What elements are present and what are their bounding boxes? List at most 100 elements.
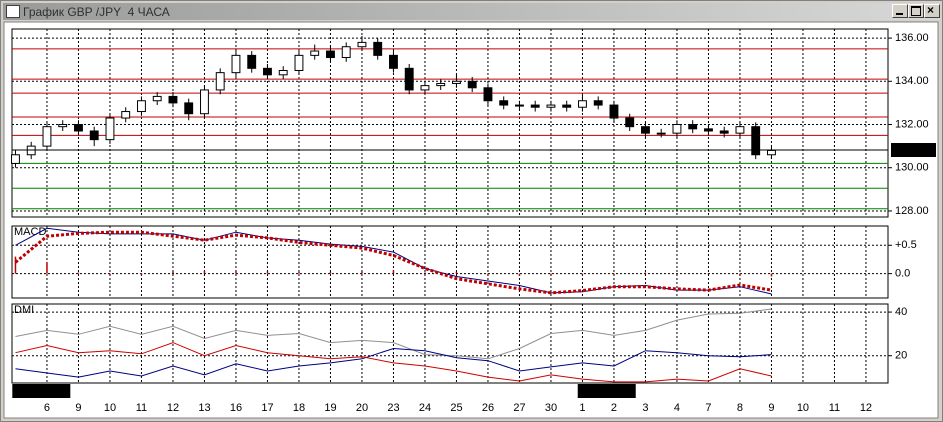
candle-body — [341, 46, 351, 59]
x-tick-label: 18 — [293, 402, 305, 414]
x-tick-label: 3 — [642, 402, 648, 414]
x-tick-label: 12 — [167, 402, 179, 414]
x-tick-label: 8 — [737, 402, 743, 414]
histogram-bar — [644, 272, 647, 274]
candle-body — [515, 104, 524, 107]
histogram-bar — [487, 273, 489, 276]
histogram-bar — [392, 270, 395, 274]
candle-body — [121, 111, 131, 119]
histogram-bar — [361, 271, 363, 274]
last-price-box — [891, 143, 936, 158]
x-tick-label: 20 — [356, 402, 368, 414]
x-tick-label: 9 — [75, 402, 81, 414]
minimize-button[interactable] — [892, 4, 908, 18]
candle-body — [672, 124, 682, 134]
x-tick-label: 16 — [230, 402, 242, 414]
histogram-bar — [707, 273, 710, 274]
candle-body — [483, 87, 493, 102]
close-button[interactable]: × — [924, 3, 940, 18]
histogram-bar — [676, 273, 678, 274]
candle-body — [105, 117, 115, 141]
period-label-box — [577, 384, 636, 398]
candle-body — [751, 126, 761, 156]
x-tick-label: 11 — [829, 402, 840, 414]
x-tick-label: 26 — [482, 402, 494, 414]
y-tick-label: 132.00 — [895, 118, 929, 130]
histogram-bar — [518, 273, 521, 276]
series-line — [15, 347, 772, 378]
candle-body — [404, 67, 414, 91]
candle-body — [89, 130, 99, 141]
x-tick-label: 10 — [797, 402, 809, 414]
y-tick-label: 40 — [895, 306, 907, 318]
candle-body — [326, 50, 335, 59]
candle-body — [231, 54, 241, 74]
histogram-bar — [109, 273, 111, 276]
candle-body — [562, 104, 572, 108]
histogram-bar — [235, 270, 237, 274]
x-tick-label: 30 — [545, 402, 557, 414]
histogram-bar — [329, 271, 332, 274]
x-tick-label: 10 — [104, 402, 116, 414]
panel-frame — [11, 303, 889, 384]
candle-body — [609, 104, 619, 119]
candle-body — [452, 80, 461, 84]
x-tick-label: 23 — [387, 402, 399, 414]
candle-body — [152, 95, 162, 102]
candle-body — [11, 154, 20, 164]
histogram-bar — [770, 273, 773, 277]
candle-body — [719, 130, 729, 134]
histogram-bar — [172, 271, 174, 274]
histogram-bar — [298, 271, 300, 274]
x-tick-label: 13 — [198, 402, 210, 414]
histogram-bar — [14, 256, 17, 274]
candle-body — [625, 117, 635, 128]
x-tick-label: 7 — [705, 402, 711, 414]
histogram-bar — [739, 273, 741, 276]
series-line — [14, 230, 772, 295]
x-tick-label: 4 — [674, 402, 680, 414]
panel-frame — [11, 28, 889, 218]
period-label: Сен 2019 — [17, 385, 65, 397]
candle-body — [767, 149, 776, 156]
title-bar: График GBP /JPY 4 ЧАСА × — [3, 3, 940, 20]
x-tick-label: 11 — [136, 402, 147, 414]
candle-body — [200, 89, 209, 115]
x-tick-label: 24 — [419, 402, 431, 414]
x-tick-label: 12 — [860, 402, 872, 414]
window-icon — [6, 5, 20, 18]
histogram-bar — [203, 270, 206, 274]
candle-body — [247, 54, 257, 69]
window-title: График GBP /JPY 4 ЧАСА — [23, 5, 170, 19]
candle-body — [294, 54, 304, 71]
x-tick-label: 27 — [513, 402, 525, 414]
candle-body — [373, 41, 383, 56]
candle-body — [704, 128, 713, 132]
candle-body — [530, 104, 540, 108]
x-tick-label: 6 — [44, 402, 50, 414]
x-tick-label: 25 — [450, 402, 462, 414]
candle-body — [656, 132, 666, 135]
series-line — [15, 308, 772, 360]
x-tick-label: 2 — [611, 402, 617, 414]
candle-body — [499, 100, 509, 106]
histogram-bar — [550, 273, 552, 276]
x-tick-label: 17 — [261, 402, 273, 414]
period-label-box — [12, 384, 71, 398]
x-tick-label: 9 — [768, 402, 774, 414]
last-price-label: 130.82 — [894, 144, 928, 156]
candle-body — [389, 54, 398, 69]
candle-body — [436, 82, 446, 87]
histogram-bar — [266, 271, 269, 274]
histogram-bar — [424, 272, 426, 274]
series-line — [15, 342, 772, 383]
histogram-bar — [77, 272, 80, 274]
histogram-bar — [455, 271, 458, 274]
candle-body — [215, 72, 225, 91]
candle-body — [641, 126, 650, 134]
candle-body — [420, 85, 430, 91]
candle-body — [278, 69, 288, 76]
maximize-button[interactable] — [908, 4, 924, 18]
candle-body — [137, 100, 146, 113]
histogram-bar — [140, 273, 143, 276]
